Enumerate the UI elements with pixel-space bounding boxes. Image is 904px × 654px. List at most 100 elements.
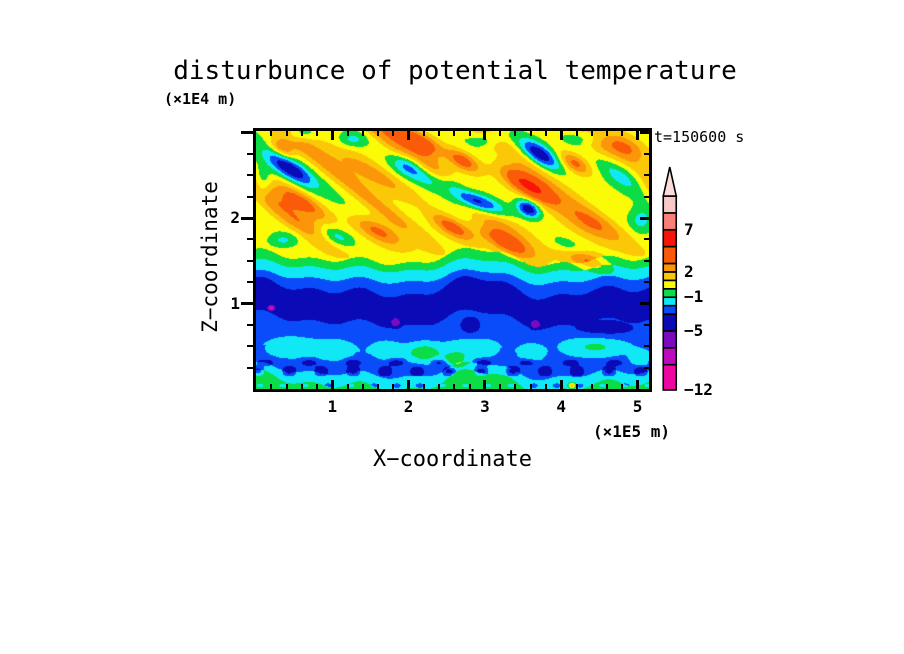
z-tick: [644, 281, 649, 284]
x-tick: [621, 131, 624, 136]
x-tick-label: 2: [403, 397, 414, 416]
colorbar-cell: [662, 304, 678, 315]
x-tick: [407, 131, 411, 140]
x-tick: [636, 380, 640, 389]
x-tick: [270, 131, 273, 136]
z-tick-label: 1: [230, 293, 240, 313]
x-tick: [514, 131, 517, 136]
colorbar-cell: [662, 262, 678, 273]
z-tick: [247, 345, 253, 348]
x-tick: [453, 131, 456, 136]
x-axis-unit-label: (×1E5 m): [592, 422, 670, 441]
x-tick: [559, 131, 563, 140]
x-tick: [499, 384, 502, 389]
x-tick-label: 5: [632, 397, 643, 416]
z-tick: [644, 195, 649, 198]
x-tick: [544, 131, 547, 136]
z-tick: [644, 323, 649, 326]
colorbar-cell: [662, 195, 678, 214]
x-tick: [606, 384, 609, 389]
x-tick: [636, 131, 640, 140]
x-tick-label: 3: [480, 397, 490, 416]
x-tick: [559, 380, 563, 389]
x-tick: [422, 131, 425, 136]
x-tick: [544, 384, 547, 389]
z-tick: [241, 216, 253, 220]
x-tick: [499, 131, 502, 136]
colorbar-cell: [662, 287, 678, 299]
x-tick: [621, 384, 624, 389]
colorbar-arrow: [662, 166, 678, 197]
contour-plot: [253, 128, 652, 392]
x-tick: [346, 131, 349, 136]
x-tick: [330, 131, 334, 140]
colorbar-cell: [662, 212, 678, 231]
z-tick: [241, 302, 253, 306]
z-axis-unit-label: (×1E4 m): [164, 90, 237, 108]
colorbar-label: 2: [684, 261, 694, 281]
z-tick: [644, 238, 649, 241]
z-tick: [247, 323, 253, 326]
figure-title: disturbunce of potential temperature: [173, 56, 737, 86]
x-tick: [392, 384, 395, 389]
x-tick: [590, 384, 593, 389]
z-tick: [644, 366, 649, 369]
z-tick: [247, 174, 253, 177]
z-tick: [247, 366, 253, 369]
colorbar-cell: [662, 313, 678, 332]
x-tick: [606, 131, 609, 136]
colorbar-label: −12: [684, 380, 713, 399]
x-tick: [377, 384, 380, 389]
z-tick: [247, 195, 253, 198]
colorbar-cell: [662, 330, 678, 349]
x-tick: [438, 384, 441, 389]
z-tick: [640, 216, 649, 220]
x-tick: [300, 384, 303, 389]
x-tick: [575, 131, 578, 136]
x-tick: [270, 384, 273, 389]
x-tick: [316, 131, 319, 136]
z-tick: [644, 259, 649, 262]
x-tick: [346, 384, 349, 389]
x-tick: [590, 131, 593, 136]
x-tick: [316, 384, 319, 389]
z-tick: [247, 281, 253, 284]
z-axis-title: Z−coordinate: [198, 181, 222, 333]
x-tick: [468, 131, 471, 136]
contour-field-canvas: [256, 131, 649, 389]
colorbar-cell: [662, 279, 678, 290]
z-tick: [644, 153, 649, 156]
colorbar: [662, 166, 678, 391]
colorbar-cell: [662, 347, 678, 366]
colorbar-cell: [662, 271, 678, 282]
z-tick: [644, 174, 649, 177]
x-tick: [330, 380, 334, 389]
x-tick: [468, 384, 471, 389]
x-tick: [377, 131, 380, 136]
x-tick: [392, 131, 395, 136]
x-tick: [361, 384, 364, 389]
x-tick-label: 4: [556, 397, 567, 416]
z-tick: [247, 153, 253, 156]
colorbar-label: −5: [684, 320, 704, 340]
z-tick: [247, 259, 253, 262]
x-tick: [483, 131, 487, 140]
x-tick: [422, 384, 425, 389]
z-tick: [241, 131, 253, 135]
x-tick: [514, 384, 517, 389]
x-tick: [438, 131, 441, 136]
z-tick: [644, 345, 649, 348]
x-tick: [529, 384, 532, 389]
colorbar-cell: [662, 245, 678, 265]
z-tick: [247, 238, 253, 241]
x-tick: [407, 380, 411, 389]
z-tick: [640, 302, 649, 306]
x-tick: [285, 384, 288, 389]
z-tick-label: 2: [230, 208, 240, 228]
x-tick: [361, 131, 364, 136]
z-tick: [640, 131, 649, 135]
colorbar-label: −1: [684, 287, 704, 307]
x-tick: [300, 131, 303, 136]
colorbar-cell: [662, 296, 678, 307]
